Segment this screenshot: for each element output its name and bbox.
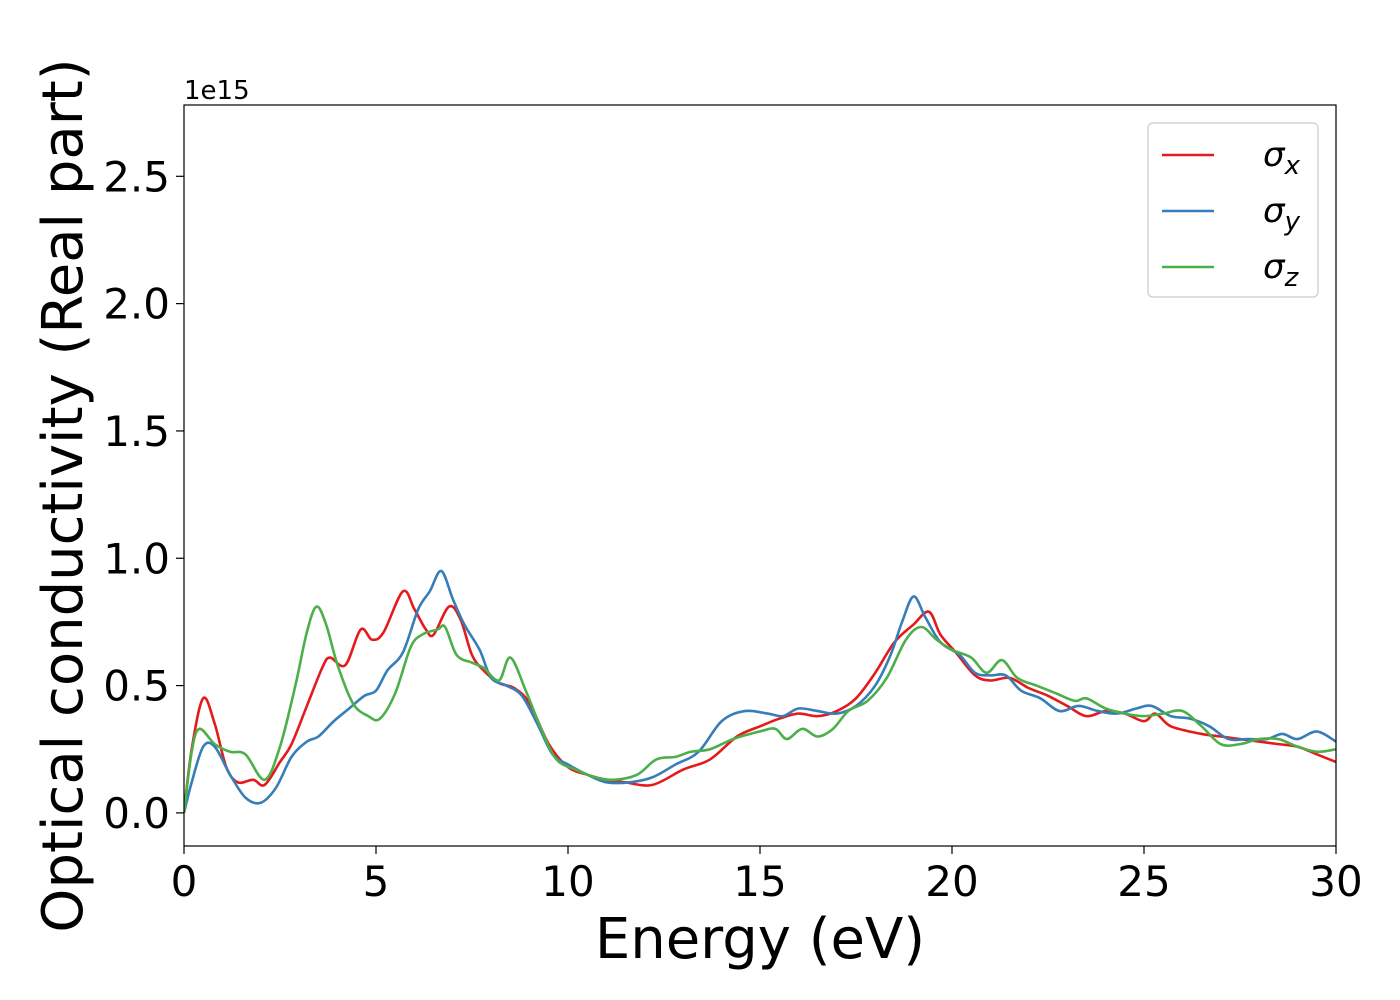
y-tick-label: 2.5 <box>103 152 170 201</box>
legend-label-y: σy <box>1263 191 1301 237</box>
x-tick-label: 20 <box>925 857 978 906</box>
y-tick-label: 1.5 <box>103 407 170 456</box>
y-tick-label: 2.0 <box>103 280 170 329</box>
plot-lines <box>184 569 1336 814</box>
legend-label-z: σz <box>1263 247 1300 293</box>
legend-box <box>1147 122 1319 298</box>
y-axis-title: Optical conductivity (Real part) <box>31 58 96 932</box>
x-tick-label: 30 <box>1309 857 1362 906</box>
x-axis-ticks: 0 5 10 15 20 25 30 <box>171 846 1363 906</box>
y-tick-label: 1.0 <box>103 534 170 583</box>
x-axis-title: Energy (eV) <box>595 907 925 972</box>
x-tick-label: 25 <box>1117 857 1170 906</box>
legend: σx σy σz <box>1147 122 1319 298</box>
x-tick-label: 10 <box>541 857 594 906</box>
x-tick-label: 5 <box>363 857 390 906</box>
y-tick-label: 0.0 <box>103 789 170 838</box>
series-line-z <box>184 605 1336 814</box>
y-axis-ticks: 0.0 0.5 1.0 1.5 2.0 2.5 <box>103 152 184 838</box>
y-axis-offset-label: 1e15 <box>184 76 250 106</box>
x-tick-label: 15 <box>733 857 786 906</box>
x-tick-label: 0 <box>171 857 198 906</box>
y-tick-label: 0.5 <box>103 662 170 711</box>
legend-label-x: σx <box>1263 135 1301 181</box>
